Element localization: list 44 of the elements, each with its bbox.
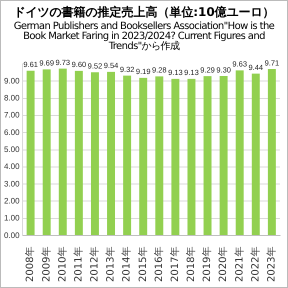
x-tick-label: 2017年: [168, 246, 181, 282]
y-tick-label: 1.00: [4, 214, 20, 223]
x-tick-label: 2014年: [120, 246, 133, 282]
y-tick-label: 0.00: [4, 230, 20, 240]
x-tick-label: 2016年: [152, 246, 165, 282]
x-tick-label: 2018年: [185, 246, 198, 282]
y-tick-label: 7.00: [4, 110, 20, 120]
bar: [58, 68, 67, 236]
y-tick-label: 6.00: [4, 128, 20, 137]
x-tick-label: 2011年: [72, 246, 84, 282]
bar: [42, 69, 51, 236]
bar: [107, 72, 116, 236]
bar: [74, 70, 83, 236]
bar: [252, 74, 260, 236]
x-tick-label: 2012年: [88, 246, 101, 282]
chart-title: ドイツの書籍の推定売上高（単位:10億ユーロ）: [12, 4, 276, 21]
x-tick-label: 2013年: [104, 246, 117, 282]
bar: [26, 70, 35, 236]
bar: [268, 68, 276, 236]
x-tick-label: 2009年: [40, 246, 52, 282]
bar: [220, 76, 228, 236]
chart-subtitle: German Publishers and Booksellers Association"How is the Book Market Faring in 2023/2024? Current Figures and Trends"から作成: [12, 21, 276, 52]
bar: [171, 78, 180, 236]
bar: [90, 72, 99, 236]
bar: [187, 78, 196, 236]
x-tick-label: 2022年: [249, 246, 262, 282]
x-tick-label: 2019年: [201, 246, 214, 282]
y-tick-label: 9.00: [4, 76, 20, 86]
bar: [155, 76, 164, 236]
bar: [236, 70, 244, 236]
bar: [123, 76, 132, 236]
x-tick-label: 2020年: [217, 246, 230, 282]
y-tick-label: 2.00: [4, 196, 20, 206]
x-tick-label: 2021年: [233, 246, 246, 282]
y-tick-label: 8.00: [4, 94, 20, 103]
x-tick-label: 2015年: [136, 246, 149, 282]
bar: [139, 78, 148, 236]
x-tick-label: 2008年: [24, 246, 36, 282]
y-tick-label: 4.00: [4, 162, 20, 172]
y-tick-label: 3.00: [4, 179, 20, 188]
y-tick-label: 5.00: [4, 144, 20, 154]
x-tick-label: 2023年: [265, 246, 278, 282]
bar: [204, 76, 212, 236]
x-tick-label: 2010年: [56, 246, 68, 282]
